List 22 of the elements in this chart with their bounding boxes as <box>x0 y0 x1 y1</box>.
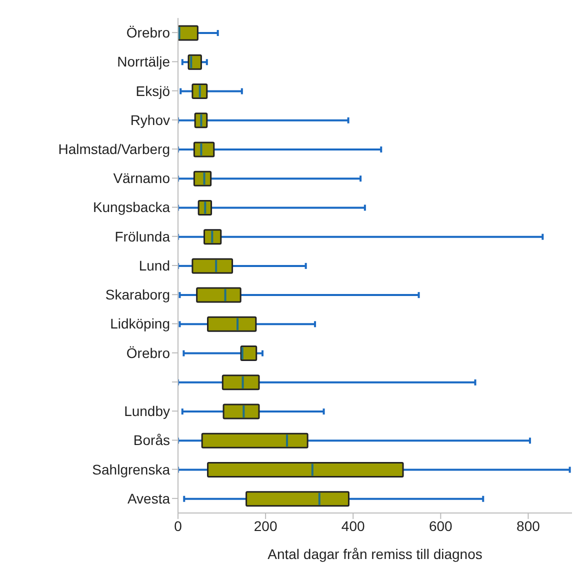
x-tick-label: 800 <box>516 518 540 534</box>
x-tick-label: 600 <box>428 518 453 534</box>
x-tick-label: 0 <box>174 518 182 534</box>
x-tick-label: 400 <box>341 518 366 534</box>
y-tick-label: Norrtälje <box>117 54 170 70</box>
x-tick-label: 200 <box>254 518 278 534</box>
y-tick-label: Frölunda <box>114 228 170 244</box>
y-tick-label: Skaraborg <box>105 286 170 303</box>
y-tick-label: Lund <box>138 257 170 274</box>
y-tick-label: Eksjö <box>136 82 170 99</box>
y-tick-label: Lidköping <box>110 316 170 332</box>
y-tick-label: Borås <box>133 432 170 448</box>
y-tick-label: Örebro <box>126 344 170 361</box>
y-tick-label: Kungsbacka <box>92 199 170 216</box>
y-tick-label: Halmstad/Varberg <box>58 141 170 157</box>
y-tick-label: Örebro <box>126 24 170 41</box>
x-axis-title: Antal dagar från remiss till diagnos <box>268 546 482 562</box>
y-tick-label: Sahlgrenska <box>92 461 170 478</box>
y-tick-label: Avesta <box>127 490 170 506</box>
y-tick-label: Ryhov <box>130 112 170 128</box>
y-tick-label: Värnamo <box>113 170 170 186</box>
y-tick-label: Lundby <box>124 403 170 420</box>
